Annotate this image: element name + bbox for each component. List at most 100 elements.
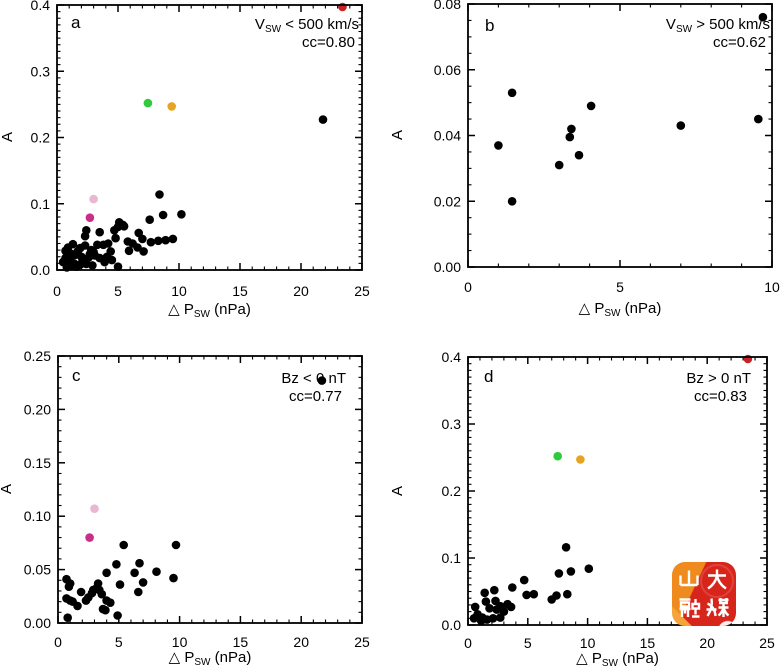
y-tick-label: 0.20 (24, 401, 51, 417)
plot-frame (57, 355, 363, 624)
y-tick-label: 0.1 (442, 550, 462, 566)
data-point (112, 560, 121, 569)
panel-d-plot: 0 5 10 15 20 25 0.0 0.1 0.2 0.3 0.4 A △ PSW (nPa) d Bz… (389, 349, 775, 668)
series-events-black (58, 115, 328, 272)
data-point (106, 598, 115, 607)
correlation-label: cc=0.62 (713, 34, 766, 51)
y-tick-label: 0.00 (24, 615, 51, 631)
series-event-red (743, 354, 753, 364)
panel-a-plot: 0 5 10 15 20 25 0.0 0.1 0.2 0.3 0.4 A △ PSW (nPa) a VS… (0, 0, 370, 320)
watermark-glyphs (679, 569, 730, 618)
data-point (76, 587, 86, 597)
x-tick-label: 0 (53, 283, 61, 299)
data-point (102, 568, 111, 578)
data-point (93, 240, 102, 250)
data-point (90, 504, 99, 513)
y-tick-label: 0.06 (434, 62, 461, 78)
data-point (130, 568, 139, 578)
data-point (476, 616, 486, 626)
data-point (155, 190, 164, 199)
data-point (113, 611, 122, 620)
data-point (317, 376, 327, 385)
data-point (81, 596, 91, 605)
x-axis-label: △ PSW (nPa) (579, 300, 662, 319)
x-tick-label: 15 (640, 635, 656, 651)
data-point (480, 588, 489, 598)
data-point (576, 455, 585, 464)
y-tick-label: 0.4 (442, 349, 462, 365)
data-point (506, 602, 516, 612)
y-axis-label: A (389, 130, 406, 140)
series-event-magenta (85, 213, 95, 222)
data-point (115, 580, 125, 589)
data-point (676, 121, 686, 130)
data-point (88, 261, 97, 270)
data-point (496, 613, 505, 622)
panel-b-plot: 0 5 10 0.00 0.02 0.04 0.06 0.08 A △ PSW (nPa) b VSW… (389, 0, 780, 319)
data-point (158, 210, 168, 220)
series-event-magenta (85, 533, 94, 542)
x-tick-label: 0 (464, 279, 472, 295)
data-point (566, 567, 576, 576)
data-point (154, 236, 163, 246)
data-point (318, 115, 328, 124)
wm-char-da (707, 569, 727, 590)
x-tick-label: 5 (115, 634, 123, 650)
correlation-label: cc=0.80 (302, 34, 355, 51)
data-point (152, 567, 161, 576)
data-point (507, 197, 517, 206)
data-point (522, 590, 531, 600)
y-tick-label: 0.04 (434, 128, 461, 144)
plot-frame (56, 4, 363, 271)
series-event-orange (167, 102, 176, 111)
data-point (97, 589, 107, 599)
data-point (167, 102, 176, 111)
data-point (85, 213, 95, 222)
x-tick-label: 20 (293, 634, 309, 650)
series-events-black (469, 543, 594, 626)
y-tick-label: 0.0 (31, 262, 51, 278)
y-tick-label: 0.2 (442, 483, 462, 499)
correlation-label: cc=0.83 (694, 388, 747, 405)
condition-label: Bz > 0 nT (686, 370, 751, 387)
data-point (508, 583, 517, 592)
data-point (119, 540, 128, 550)
panel-c-plot: 0 5 10 15 20 25 0.00 0.05 0.10 0.15 0.20 0.25 A △ PSW… (0, 348, 370, 668)
data-point (481, 597, 491, 606)
x-tick-label: 0 (464, 635, 472, 651)
data-point (547, 595, 556, 604)
panel-b: 0 5 10 0.00 0.02 0.04 0.06 0.08 A △ PSW (nPa) b VSW… (389, 0, 780, 334)
x-tick-label: 10 (172, 634, 188, 650)
y-axis-label: A (0, 484, 15, 494)
y-tick-label: 0.3 (31, 63, 51, 79)
series-event-pink (89, 194, 98, 204)
panel-d: 0 5 10 15 20 25 0.0 0.1 0.2 0.3 0.4 A △ PSW (nPa) d Bz… (389, 334, 780, 668)
plot-frame (467, 3, 773, 268)
data-point (171, 540, 181, 550)
data-point (133, 243, 142, 252)
data-point (338, 2, 347, 12)
data-point (519, 575, 529, 585)
data-point (111, 233, 120, 243)
x-tick-label: 10 (580, 635, 596, 651)
x-tick-label: 25 (354, 283, 370, 299)
condition-label: Bz < 0 nT (281, 370, 346, 387)
data-point (743, 354, 753, 364)
watermark-logo (672, 562, 736, 626)
x-axis-label: △ PSW (nPa) (168, 301, 251, 320)
data-point (135, 558, 144, 568)
x-tick-label: 25 (354, 634, 370, 650)
y-tick-label: 0.02 (434, 193, 461, 209)
data-point (563, 589, 572, 599)
data-point (143, 98, 153, 108)
data-point (507, 88, 517, 98)
data-point (584, 564, 594, 573)
data-point (485, 604, 494, 613)
data-point (168, 234, 178, 244)
data-point (561, 543, 571, 552)
data-point (145, 215, 154, 224)
x-tick-label: 15 (233, 634, 249, 650)
y-tick-label: 0.0 (442, 617, 462, 633)
data-point (574, 150, 584, 160)
series-event-red (338, 2, 347, 12)
